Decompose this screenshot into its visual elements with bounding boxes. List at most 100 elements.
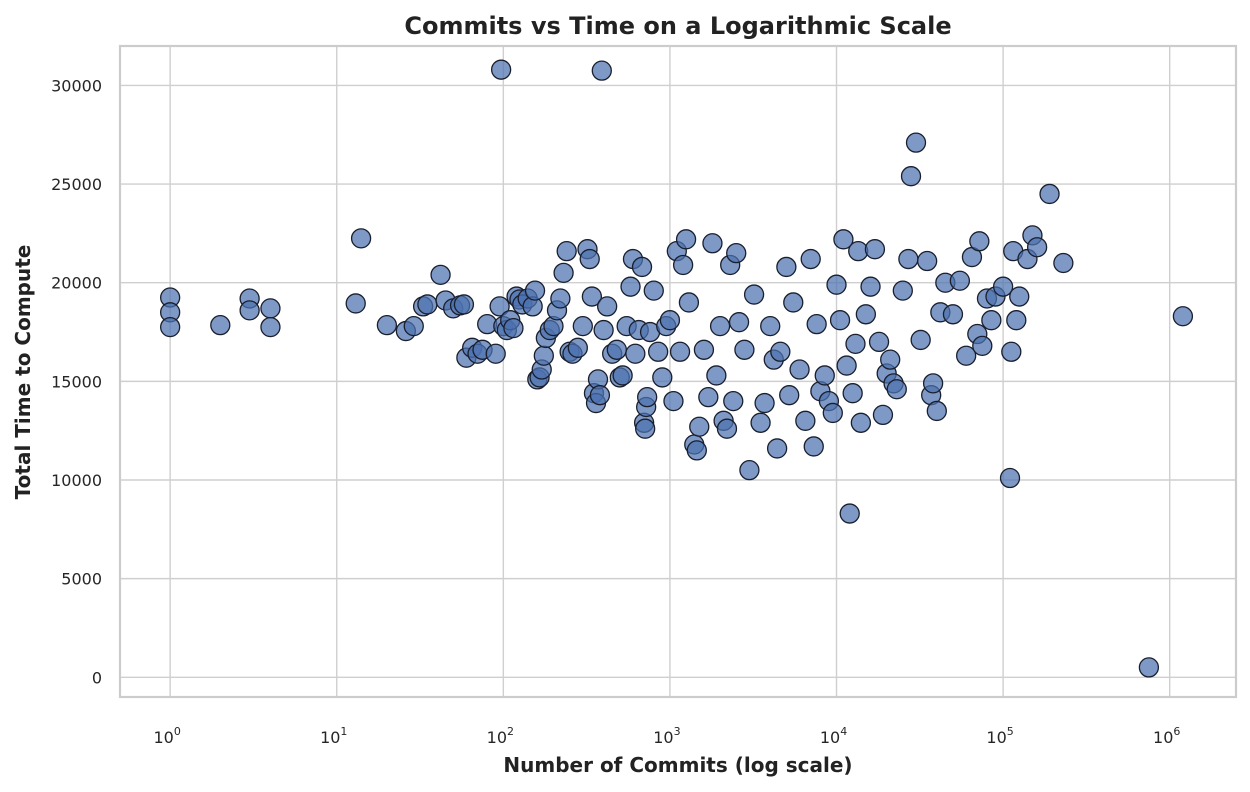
data-point xyxy=(868,331,890,353)
data-point xyxy=(806,313,827,335)
data-point xyxy=(981,310,1002,331)
data-point xyxy=(159,316,181,338)
data-point xyxy=(709,315,731,337)
data-point xyxy=(490,59,512,80)
data-point xyxy=(597,296,618,317)
data-point xyxy=(260,298,281,319)
data-point xyxy=(872,404,894,426)
data-point xyxy=(734,339,755,360)
data-point xyxy=(956,345,977,366)
data-point xyxy=(826,274,847,295)
data-point xyxy=(260,316,281,338)
data-point xyxy=(376,314,398,336)
y-tick-label: 15000 xyxy=(51,372,102,391)
data-point xyxy=(855,304,877,325)
data-point xyxy=(553,262,574,284)
data-point xyxy=(689,416,710,437)
x-tick-label: 105 xyxy=(986,725,1013,747)
data-point xyxy=(800,248,821,270)
plot-frame xyxy=(118,44,1238,699)
data-point xyxy=(779,385,800,406)
data-point xyxy=(533,345,554,366)
data-point xyxy=(593,319,614,341)
data-point xyxy=(675,229,697,250)
data-point xyxy=(1039,183,1060,205)
data-point xyxy=(972,335,993,357)
data-point xyxy=(489,296,510,317)
data-point xyxy=(1053,252,1074,274)
data-point xyxy=(836,355,857,376)
x-tick-label: 101 xyxy=(320,725,347,747)
data-point xyxy=(589,385,611,406)
y-tick-label: 0 xyxy=(92,668,102,687)
data-point xyxy=(625,343,646,364)
data-point xyxy=(864,239,886,260)
data-point xyxy=(795,410,816,431)
y-tick-label: 5000 xyxy=(61,570,102,589)
data-point xyxy=(345,293,366,314)
data-point xyxy=(631,256,653,278)
data-point xyxy=(403,315,424,337)
data-point xyxy=(917,250,938,272)
data-point xyxy=(239,300,260,321)
x-tick-label: 103 xyxy=(653,725,680,747)
data-point xyxy=(1172,306,1194,327)
data-point xyxy=(1026,237,1048,258)
data-point xyxy=(860,276,881,297)
data-point xyxy=(743,284,765,305)
data-point xyxy=(770,341,791,362)
data-point xyxy=(783,292,804,313)
data-point xyxy=(430,264,451,285)
data-point xyxy=(669,341,691,362)
data-point xyxy=(606,339,627,360)
data-point xyxy=(739,459,760,481)
data-point xyxy=(210,314,231,336)
data-point xyxy=(900,166,922,187)
data-point xyxy=(1006,310,1027,331)
y-tick-label: 20000 xyxy=(51,274,102,293)
data-point xyxy=(814,365,835,386)
data-point xyxy=(716,418,738,439)
data-point xyxy=(723,390,744,412)
data-point xyxy=(776,256,797,278)
data-point xyxy=(706,365,727,386)
x-tick-label: 104 xyxy=(820,725,847,747)
data-point xyxy=(839,503,860,524)
data-point xyxy=(942,304,964,325)
data-point xyxy=(702,233,723,254)
data-point xyxy=(905,132,927,153)
grid-lines xyxy=(120,46,1236,697)
data-point xyxy=(637,386,658,408)
data-point xyxy=(949,270,971,291)
data-point xyxy=(803,436,824,457)
x-tick-label: 106 xyxy=(1153,725,1180,747)
data-point xyxy=(652,367,673,388)
data-point xyxy=(726,242,747,264)
x-tick-label: 100 xyxy=(153,725,180,747)
data-point xyxy=(999,467,1021,489)
data-point xyxy=(556,241,577,262)
data-point xyxy=(572,315,593,337)
y-tick-label: 30000 xyxy=(51,76,102,95)
data-point xyxy=(698,386,719,408)
data-point xyxy=(789,359,810,380)
data-point xyxy=(850,412,872,433)
tick-labels: 100 101 102 103 104 105 106 0 5000 10000 15000 2000… xyxy=(51,76,1180,747)
data-point xyxy=(485,343,506,364)
data-point xyxy=(910,329,931,351)
data-point xyxy=(663,390,684,412)
data-point xyxy=(848,241,869,262)
data-point xyxy=(672,254,694,276)
data-point xyxy=(880,349,901,370)
data-point xyxy=(750,412,771,433)
data-point xyxy=(1009,286,1030,307)
data-point xyxy=(760,315,781,337)
data-point xyxy=(417,294,438,315)
data-point xyxy=(453,294,475,315)
y-tick-label: 10000 xyxy=(51,471,102,490)
chart-title: Commits vs Time on a Logarithmic Scale xyxy=(404,12,951,40)
data-point xyxy=(579,248,600,270)
data-point xyxy=(567,337,588,358)
data-point xyxy=(350,228,372,249)
